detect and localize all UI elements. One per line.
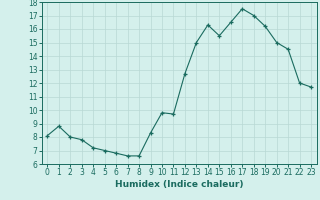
X-axis label: Humidex (Indice chaleur): Humidex (Indice chaleur) [115,180,244,189]
